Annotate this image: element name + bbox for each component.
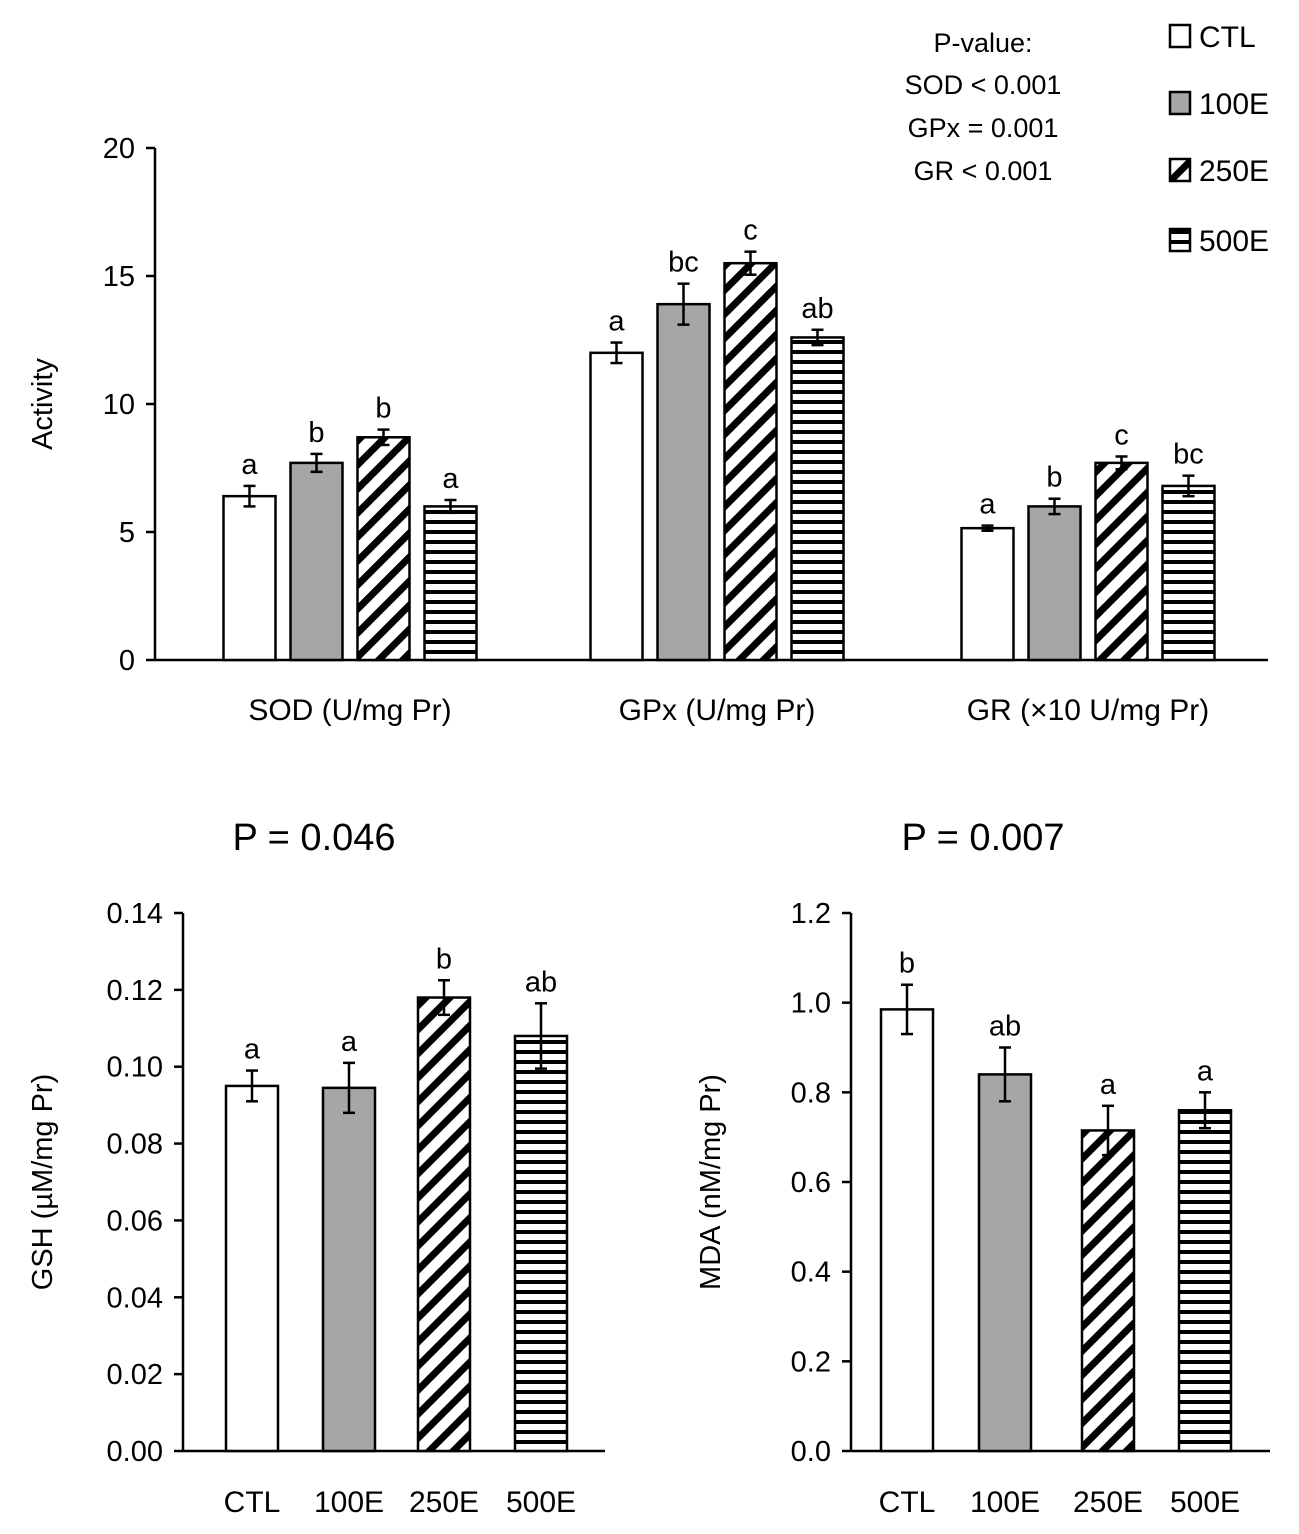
sod-250e-significance-letter: b bbox=[375, 393, 391, 425]
y-tick-label: 0.10 bbox=[107, 1052, 163, 1084]
gpx-500e-bar bbox=[790, 336, 845, 662]
gr-250e-bar bbox=[1094, 461, 1149, 662]
mda-500e-bar bbox=[1177, 1109, 1233, 1453]
y-tick-label: 0.0 bbox=[791, 1436, 831, 1468]
y-tick-label: 0.2 bbox=[791, 1346, 831, 1378]
pvalue-line-sod: SOD < 0.001 bbox=[905, 70, 1062, 100]
y-tick-label: 1.0 bbox=[791, 988, 831, 1020]
legend-label-250e: 250E bbox=[1199, 155, 1269, 188]
sod-ctl-bar bbox=[222, 494, 277, 662]
gpx-ctl-significance-letter: a bbox=[608, 306, 625, 338]
pvalue-line-gr: GR < 0.001 bbox=[914, 156, 1053, 186]
gr-500e-significance-letter: bc bbox=[1173, 439, 1204, 471]
x-category-label: SOD (U/mg Pr) bbox=[248, 694, 451, 727]
y-tick-label: 0.6 bbox=[791, 1167, 831, 1199]
gsh-ctl-bar bbox=[224, 1084, 280, 1453]
x-category-label: GPx (U/mg Pr) bbox=[619, 694, 816, 727]
gsh-250e-significance-letter: b bbox=[436, 943, 452, 975]
gsh-500e-significance-letter: ab bbox=[525, 966, 557, 998]
x-category-label: CTL bbox=[224, 1486, 281, 1519]
gr-ctl-bar bbox=[960, 526, 1015, 662]
legend-label-ctl: CTL bbox=[1199, 21, 1256, 54]
mda-chart: 0.0 0.2 0.4 0.6 0.8 1.0 1.2 MDA (nM/mg Pr) P = 0… bbox=[695, 817, 1270, 1519]
sod-100e-bar bbox=[289, 461, 344, 662]
legend-swatch-250e bbox=[1168, 157, 1192, 183]
legend-label-100e: 100E bbox=[1199, 88, 1269, 121]
y-tick-label: 5 bbox=[119, 517, 135, 549]
mda-100e-significance-letter: ab bbox=[989, 1011, 1021, 1043]
gr-100e-bar bbox=[1027, 505, 1082, 662]
gpx-100e-significance-letter: bc bbox=[668, 247, 699, 279]
gr-ctl-significance-letter: a bbox=[979, 489, 996, 521]
y-tick-label: 0.06 bbox=[107, 1205, 163, 1237]
gsh-chart: 0.00 0.02 0.04 0.06 0.08 0.10 0.12 0.14 GSH (µM/… bbox=[27, 817, 605, 1519]
y-tick-label: 0.02 bbox=[107, 1359, 163, 1391]
pvalue-line-gpx: GPx = 0.001 bbox=[908, 113, 1059, 143]
y-tick-label: 0.08 bbox=[107, 1129, 163, 1161]
x-category-label: GR (×10 U/mg Pr) bbox=[967, 694, 1210, 727]
legend-swatch-500e bbox=[1168, 227, 1192, 253]
gpx-250e-bar bbox=[723, 261, 778, 662]
y-tick-label: 20 bbox=[103, 133, 135, 165]
sod-ctl-significance-letter: a bbox=[241, 449, 258, 481]
gsh-100e-bar bbox=[321, 1086, 377, 1453]
mda-ctl-significance-letter: b bbox=[899, 948, 915, 980]
sod-100e-significance-letter: b bbox=[308, 417, 324, 449]
y-tick-label: 1.2 bbox=[791, 898, 831, 930]
pvalue-note: P-value: SOD < 0.001 GPx = 0.001 GR < 0.… bbox=[905, 28, 1062, 186]
gpx-100e-bar bbox=[656, 302, 711, 662]
x-category-label: 250E bbox=[409, 1486, 479, 1519]
gsh-100e-significance-letter: a bbox=[341, 1026, 358, 1058]
gsh-250e-bar bbox=[416, 996, 472, 1453]
legend-item-250e: 250E bbox=[1168, 155, 1269, 188]
legend: CTL 100E 250E 500E bbox=[1168, 21, 1269, 258]
chart-title: P = 0.046 bbox=[232, 817, 395, 859]
gr-500e-bar bbox=[1161, 484, 1216, 662]
gr-250e-significance-letter: c bbox=[1114, 419, 1129, 451]
y-tick-label: 0.00 bbox=[107, 1436, 163, 1468]
mda-500e-significance-letter: a bbox=[1197, 1055, 1214, 1087]
y-tick-label: 15 bbox=[103, 261, 135, 293]
y-tick-label: 0.8 bbox=[791, 1077, 831, 1109]
chart-title: P = 0.007 bbox=[901, 817, 1064, 859]
mda-ctl-bar bbox=[879, 1008, 935, 1453]
sod-500e-bar bbox=[423, 505, 478, 662]
legend-item-500e: 500E bbox=[1168, 225, 1269, 258]
gpx-500e-significance-letter: ab bbox=[801, 293, 833, 325]
mda-250e-significance-letter: a bbox=[1100, 1069, 1117, 1101]
mda-100e-bar bbox=[977, 1073, 1033, 1453]
sod-250e-bar bbox=[356, 436, 411, 662]
y-tick-label: 0.14 bbox=[107, 898, 163, 930]
x-category-label: 100E bbox=[970, 1486, 1040, 1519]
x-category-label: 500E bbox=[1170, 1486, 1240, 1519]
x-category-label: 100E bbox=[314, 1486, 384, 1519]
x-category-label: 250E bbox=[1073, 1486, 1143, 1519]
gr-100e-significance-letter: b bbox=[1046, 462, 1062, 494]
y-tick-label: 0.04 bbox=[107, 1282, 163, 1314]
gpx-250e-significance-letter: c bbox=[743, 215, 758, 247]
legend-item-ctl: CTL bbox=[1168, 21, 1256, 54]
y-tick-label: 0.4 bbox=[791, 1257, 831, 1289]
x-category-label: 500E bbox=[506, 1486, 576, 1519]
y-axis-title: Activity bbox=[27, 358, 59, 450]
mda-250e-bar bbox=[1080, 1129, 1136, 1453]
x-category-label: CTL bbox=[879, 1486, 936, 1519]
pvalue-title: P-value: bbox=[933, 28, 1032, 58]
gpx-ctl-bar bbox=[589, 351, 644, 662]
gsh-500e-bar bbox=[513, 1034, 569, 1453]
y-tick-label: 0.12 bbox=[107, 975, 163, 1007]
legend-swatch-ctl bbox=[1168, 23, 1192, 49]
gsh-ctl-significance-letter: a bbox=[244, 1034, 261, 1066]
y-axis-title: MDA (nM/mg Pr) bbox=[695, 1074, 727, 1290]
legend-item-100e: 100E bbox=[1168, 88, 1269, 121]
y-tick-label: 0 bbox=[119, 645, 135, 677]
legend-label-500e: 500E bbox=[1199, 225, 1269, 258]
sod-500e-significance-letter: a bbox=[442, 463, 459, 495]
legend-swatch-100e bbox=[1168, 90, 1192, 116]
y-axis-title: GSH (µM/mg Pr) bbox=[27, 1074, 59, 1290]
y-tick-label: 10 bbox=[103, 389, 135, 421]
